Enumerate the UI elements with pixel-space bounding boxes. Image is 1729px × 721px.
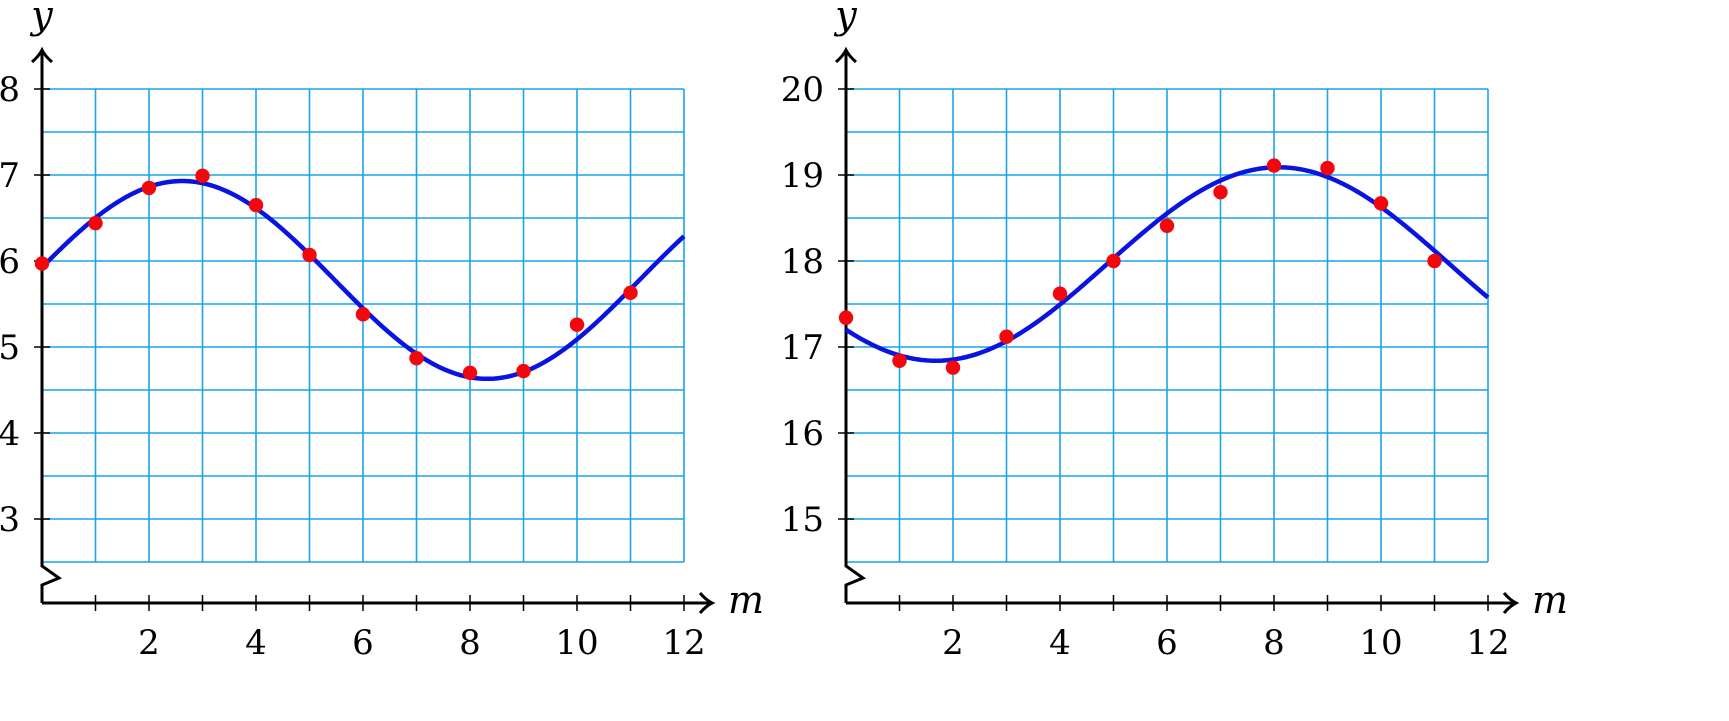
data-point [141,180,157,196]
x-tick-label: 12 [662,623,705,663]
right-chart-panel: 2 4 6 8 10 12 15 16 17 18 19 20y m [781,0,1568,663]
y-tick-label: 16 [781,414,824,454]
y-tick-label: 15 [781,500,824,540]
grid [42,88,685,563]
y-tick-label: 18 [781,242,824,282]
data-point [1266,158,1282,173]
data-point [623,285,638,301]
data-point [462,365,478,380]
y-tick-label: 3 [0,500,20,540]
data-point [892,353,907,368]
x-tick-label: 10 [1359,623,1402,663]
data-point [569,317,585,332]
y-tick-label: 7 [0,156,20,196]
y-axis-label: y [833,0,857,37]
x-tick-label: 12 [1466,623,1509,663]
y-tick-label: 8 [0,70,20,110]
x-axis-label: m [728,578,764,622]
data-point [1052,286,1068,301]
data-point [302,247,317,263]
y-axis-arrowhead [31,46,53,64]
x-axis-arrowhead [1502,592,1520,614]
y-axis-line-with-break [40,52,63,603]
x-tick-label: 8 [1263,623,1285,663]
data-point [1373,196,1389,211]
x-tick-label: 2 [138,623,160,663]
data-point [838,310,854,325]
y-tick-label: 5 [0,328,20,368]
axes [31,46,716,614]
x-tick-label: 8 [459,623,481,663]
data-point [1320,160,1335,176]
y-tick-label: 4 [0,414,20,454]
x-axis-arrowhead [698,592,716,614]
data-point [355,307,371,322]
data-point [409,350,424,366]
x-axis-label: m [1532,578,1568,622]
x-tick-label: 4 [245,623,267,663]
y-axis-label: y [29,0,53,37]
data-point [999,329,1014,344]
y-axis-line-with-break [844,52,867,603]
x-tick-label: 2 [942,623,964,663]
y-axis-arrowhead [835,46,857,64]
data-point [248,197,264,213]
y-tick-label: 17 [781,328,824,368]
x-tick-label: 10 [555,623,598,663]
data-point [1213,185,1228,200]
y-tick-label: 19 [781,156,824,196]
x-tick-label: 6 [1156,623,1178,663]
y-tick-label: 6 [0,242,20,282]
data-point [516,363,531,379]
data-point [1159,218,1175,233]
data-point [195,168,210,184]
data-point [88,215,103,231]
x-tick-label: 6 [352,623,374,663]
data-point [1427,253,1442,269]
axes [835,46,1520,614]
data-point [945,360,961,375]
data-point [1106,253,1121,269]
y-tick-label: 20 [781,70,824,110]
data-point [34,256,50,271]
x-tick-label: 4 [1049,623,1071,663]
grid [846,88,1489,563]
